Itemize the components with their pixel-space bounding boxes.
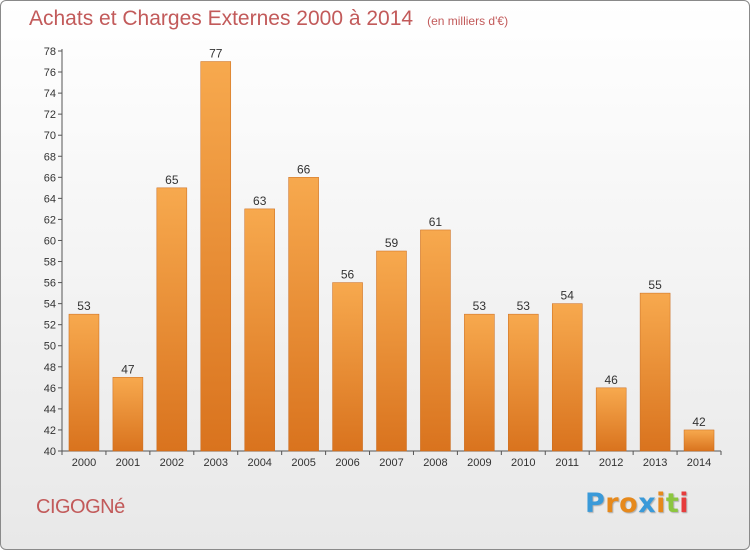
data-label-2002: 65 <box>165 173 179 187</box>
x-tick-label-2007: 2007 <box>379 457 403 469</box>
x-tick-label-2010: 2010 <box>511 457 535 469</box>
data-label-2005: 66 <box>297 162 311 176</box>
y-tick-label: 70 <box>44 130 56 142</box>
y-tick-label: 62 <box>44 214 56 226</box>
x-tick-label-2006: 2006 <box>335 457 359 469</box>
chart-labels: 53 2000 47 2001 65 2002 77 2003 63 2004 66 2005 56 20… <box>72 47 712 469</box>
x-tick-label-2002: 2002 <box>160 457 184 469</box>
chart-subtitle: (en milliers d'€) <box>427 14 509 28</box>
x-tick-label-2001: 2001 <box>116 457 140 469</box>
commune-name: CIGOGNé <box>36 496 125 518</box>
bar-2001 <box>112 377 144 452</box>
proxiti-logo: Proxiti <box>585 488 689 519</box>
bar-2011 <box>551 303 583 452</box>
y-tick-label: 46 <box>44 383 56 395</box>
bar-2004 <box>244 208 275 452</box>
y-tick-label: 74 <box>44 88 56 100</box>
y-tick-label: 56 <box>44 278 56 290</box>
chart-bars <box>68 61 715 452</box>
logo-letter: x <box>638 488 657 519</box>
data-label-2007: 59 <box>385 236 399 250</box>
data-label-2011: 54 <box>561 289 575 303</box>
x-tick-label-2000: 2000 <box>72 457 96 469</box>
logo-letter: r <box>605 488 620 519</box>
data-label-2004: 63 <box>253 194 267 208</box>
x-tick-label-2008: 2008 <box>423 457 447 469</box>
bar-2008 <box>420 229 451 452</box>
x-tick-label-2004: 2004 <box>247 457 271 469</box>
bar-2013 <box>639 292 671 452</box>
y-tick-label: 76 <box>44 67 56 79</box>
x-tick-label-2009: 2009 <box>467 457 491 469</box>
y-tick-label: 54 <box>44 299 56 311</box>
data-label-2003: 77 <box>209 47 223 61</box>
bar-2003 <box>200 61 232 452</box>
bar-2007 <box>376 250 407 452</box>
data-label-2012: 46 <box>604 373 618 387</box>
x-tick-label-2012: 2012 <box>599 457 623 469</box>
y-tick-label: 44 <box>44 404 56 416</box>
logo-letter: i <box>656 488 666 519</box>
bar-2000 <box>68 313 100 452</box>
data-label-2013: 55 <box>648 278 662 292</box>
chart-title: Achats et Charges Externes 2000 à 2014 <box>29 7 414 30</box>
y-tick-label: 52 <box>44 320 56 332</box>
data-label-2008: 61 <box>429 215 443 229</box>
data-label-2014: 42 <box>692 415 706 429</box>
data-label-2000: 53 <box>77 299 91 313</box>
logo-letter: o <box>619 488 639 519</box>
y-tick-label: 48 <box>44 362 56 374</box>
x-tick-label-2013: 2013 <box>643 457 667 469</box>
data-label-2006: 56 <box>341 268 355 282</box>
data-label-2010: 53 <box>517 299 531 313</box>
x-tick-label-2014: 2014 <box>687 457 711 469</box>
bar-2014 <box>683 429 715 452</box>
logo-letter: t <box>665 488 680 519</box>
y-tick-label: 68 <box>44 151 56 163</box>
y-tick-label: 58 <box>44 257 56 269</box>
bar-2010 <box>508 313 539 452</box>
logo-letter: i <box>679 488 690 519</box>
bar-2005 <box>288 177 319 452</box>
y-tick-label: 42 <box>44 425 56 437</box>
logo-letter: P <box>585 488 606 519</box>
data-label-2009: 53 <box>473 299 487 313</box>
bar-2002 <box>156 187 188 452</box>
bar-2012 <box>595 387 627 452</box>
bar-2006 <box>332 282 363 452</box>
title-row: Achats et Charges Externes 2000 à 2014 (… <box>29 7 508 31</box>
y-tick-label: 78 <box>44 46 56 58</box>
y-tick-label: 40 <box>44 446 56 458</box>
y-tick-label: 64 <box>44 193 56 205</box>
bar-2009 <box>464 313 495 452</box>
x-tick-label-2005: 2005 <box>291 457 315 469</box>
data-label-2001: 47 <box>121 362 135 376</box>
x-tick-label-2011: 2011 <box>555 457 579 469</box>
y-tick-label: 60 <box>44 235 56 247</box>
x-tick-label-2003: 2003 <box>204 457 228 469</box>
y-tick-label: 72 <box>44 109 56 121</box>
y-tick-label: 66 <box>44 172 56 184</box>
y-tick-label: 50 <box>44 341 56 353</box>
